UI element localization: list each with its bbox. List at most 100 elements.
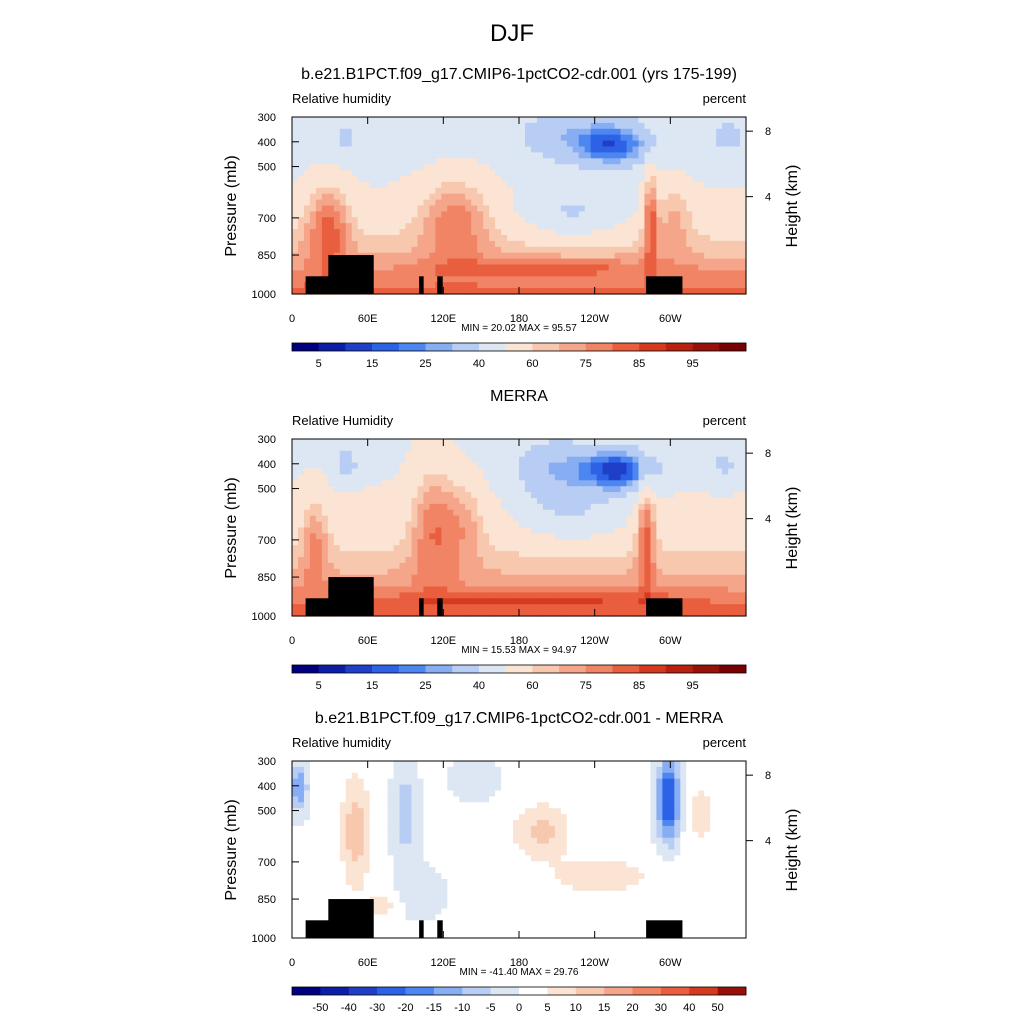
heatmap-cell bbox=[716, 288, 723, 295]
heatmap-cell bbox=[429, 539, 436, 546]
heatmap-cell bbox=[644, 527, 652, 534]
heatmap-cell bbox=[483, 515, 490, 523]
heatmap-cell bbox=[596, 509, 604, 517]
heatmap-cell bbox=[507, 193, 514, 201]
heatmap-cell bbox=[489, 205, 496, 212]
heatmap-cell bbox=[471, 450, 478, 458]
heatmap-cell bbox=[477, 521, 484, 529]
heatmap-cell bbox=[405, 128, 413, 136]
heatmap-cell bbox=[584, 778, 592, 786]
heatmap-cell bbox=[560, 176, 568, 183]
right-label: percent bbox=[703, 735, 747, 750]
heatmap-cell bbox=[614, 444, 622, 452]
heatmap-cell bbox=[309, 252, 317, 260]
heatmap-cell bbox=[441, 128, 448, 136]
x-tick-label: 180 bbox=[510, 635, 528, 647]
heatmap-cell bbox=[369, 533, 377, 540]
heatmap-cell bbox=[542, 574, 550, 582]
heatmap-cell bbox=[710, 211, 717, 218]
heatmap-cell bbox=[578, 462, 586, 470]
heatmap-cell bbox=[614, 598, 622, 605]
heatmap-cell bbox=[656, 592, 663, 599]
heatmap-cell bbox=[309, 128, 317, 136]
heatmap-cell bbox=[722, 134, 729, 142]
heatmap-cell bbox=[417, 140, 425, 148]
heatmap-cell bbox=[554, 152, 562, 159]
heatmap-cell bbox=[399, 604, 407, 611]
heatmap-cell bbox=[692, 761, 699, 768]
heatmap-cell bbox=[369, 766, 377, 774]
heatmap-cell bbox=[387, 527, 395, 534]
heatmap-cell bbox=[620, 456, 628, 464]
heatmap-cell bbox=[471, 223, 478, 230]
heatmap-cell bbox=[411, 170, 419, 177]
heatmap-cell bbox=[501, 486, 508, 493]
heatmap-cell bbox=[489, 444, 496, 452]
heatmap-cell bbox=[489, 562, 496, 570]
heatmap-cell bbox=[387, 199, 395, 207]
heatmap-cell bbox=[453, 288, 460, 295]
heatmap-cell bbox=[447, 604, 454, 611]
heatmap-cell bbox=[584, 235, 592, 242]
heatmap-cell bbox=[734, 444, 741, 452]
heatmap-cell bbox=[339, 557, 347, 564]
heatmap-cell bbox=[662, 539, 669, 546]
heatmap-cell bbox=[447, 778, 454, 786]
heatmap-cell bbox=[333, 486, 341, 493]
heatmap-cell bbox=[381, 562, 389, 570]
heatmap-cell bbox=[513, 498, 520, 505]
heatmap-cell bbox=[692, 276, 699, 283]
heatmap-cell bbox=[489, 140, 496, 148]
heatmap-cell bbox=[596, 450, 604, 458]
heatmap-cell bbox=[536, 276, 544, 283]
colorbar-swatch bbox=[425, 343, 453, 351]
heatmap-cell bbox=[399, 235, 407, 242]
heatmap-cell bbox=[590, 761, 598, 768]
heatmap-cell bbox=[381, 217, 389, 224]
heatmap-cell bbox=[315, 235, 323, 242]
heatmap-cell bbox=[716, 503, 723, 511]
heatmap-cell bbox=[495, 282, 502, 289]
heatmap-cell bbox=[321, 187, 329, 195]
heatmap-cell bbox=[554, 450, 562, 458]
heatmap-cell bbox=[542, 128, 550, 136]
heatmap-cell bbox=[453, 270, 460, 277]
y-tick-label: 700 bbox=[258, 213, 276, 225]
heatmap-cell bbox=[489, 474, 496, 481]
heatmap-cell bbox=[524, 598, 532, 605]
heatmap-cell bbox=[513, 580, 520, 588]
heatmap-cell bbox=[626, 462, 634, 470]
heatmap-cell bbox=[680, 521, 687, 529]
heatmap-cell bbox=[548, 598, 556, 605]
heatmap-cell bbox=[590, 598, 598, 605]
heatmap-cell bbox=[608, 164, 616, 171]
heatmap-cell bbox=[303, 444, 311, 452]
heatmap-cell bbox=[554, 604, 562, 611]
heatmap-cell bbox=[297, 462, 305, 470]
heatmap-cell bbox=[309, 205, 317, 212]
heatmap-cell bbox=[393, 610, 401, 617]
heatmap-cell bbox=[303, 146, 311, 153]
heatmap-cell bbox=[459, 199, 466, 207]
heatmap-cell bbox=[495, 474, 502, 481]
heatmap-cell bbox=[584, 176, 592, 183]
colorbar-swatch bbox=[585, 665, 613, 673]
heatmap-cell bbox=[507, 598, 514, 605]
heatmap-cell bbox=[483, 468, 490, 475]
heatmap-cell bbox=[327, 439, 335, 446]
heatmap-cell bbox=[668, 152, 675, 159]
heatmap-cell bbox=[519, 170, 526, 177]
heatmap-cell bbox=[596, 146, 604, 153]
heatmap-cell bbox=[495, 772, 502, 780]
heatmap-cell bbox=[477, 158, 484, 165]
heatmap-cell bbox=[459, 480, 466, 487]
heatmap-cell bbox=[614, 199, 622, 207]
heatmap-cell bbox=[626, 439, 634, 446]
heatmap-cell bbox=[513, 568, 520, 576]
heatmap-cell bbox=[351, 223, 359, 230]
heatmap-cell bbox=[507, 557, 514, 564]
heatmap-cell bbox=[614, 574, 622, 582]
heatmap-cell bbox=[578, 152, 586, 159]
heatmap-cell bbox=[513, 778, 520, 786]
heatmap-cell bbox=[530, 604, 538, 611]
